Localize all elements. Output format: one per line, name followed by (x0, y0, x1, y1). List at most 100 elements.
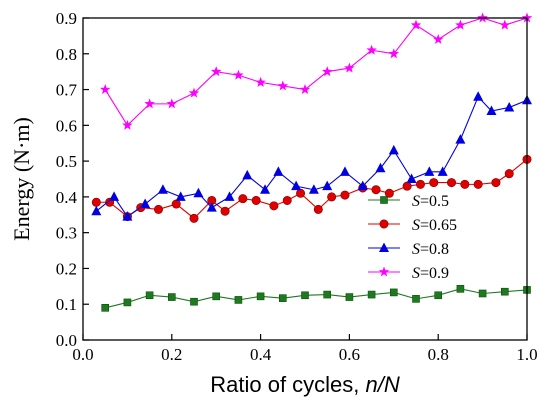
data-point (144, 98, 155, 109)
series-layer (91, 12, 533, 312)
data-point (371, 185, 381, 195)
x-tick-label: 0.2 (161, 345, 182, 364)
data-point (122, 211, 133, 221)
data-point (434, 291, 443, 300)
data-point (296, 188, 306, 198)
data-point (212, 292, 220, 301)
data-point (327, 192, 337, 202)
data-point (415, 179, 425, 189)
legend-label: S=0.8 (412, 241, 449, 258)
series-2 (91, 91, 532, 221)
data-point (340, 190, 350, 200)
data-point (140, 198, 151, 209)
data-point (123, 298, 132, 307)
data-point (224, 191, 235, 201)
data-point (366, 44, 377, 55)
data-point (175, 191, 186, 201)
data-point (478, 289, 487, 298)
data-point (168, 293, 176, 301)
data-point (206, 202, 217, 212)
data-point (277, 80, 289, 91)
data-point (99, 84, 111, 95)
x-axis-title: Ratio of cycles, n/N (210, 372, 400, 397)
data-point (101, 303, 109, 312)
legend-marker (379, 219, 389, 229)
data-point (456, 285, 465, 293)
y-tick-label: 0.0 (56, 331, 77, 350)
ticks-layer: 0.0 0.2 0.4 0.6 0.8 1.0 0.0 0.1 0.2 0.3 0.4 0.5 0.6 0… (56, 9, 538, 364)
data-point (384, 188, 394, 198)
data-point (255, 76, 266, 87)
data-point (322, 180, 333, 191)
data-point (210, 66, 222, 77)
data-point (455, 19, 466, 30)
data-point (171, 199, 181, 209)
data-point (188, 87, 200, 98)
data-point (402, 181, 412, 191)
data-point (344, 62, 355, 73)
data-point (491, 178, 501, 188)
data-point (313, 204, 323, 214)
data-point (145, 291, 154, 300)
legend-marker (379, 242, 389, 252)
legend-label: S=0.65 (412, 217, 457, 234)
data-point (260, 184, 271, 194)
data-point (321, 66, 333, 77)
data-point (504, 101, 515, 112)
data-point (499, 19, 511, 30)
data-point (367, 290, 376, 299)
data-point (291, 180, 302, 191)
legend-item: S=0.8 (368, 241, 449, 258)
y-tick-label: 0.8 (56, 45, 77, 64)
data-point (234, 296, 243, 304)
data-point (308, 184, 319, 194)
data-point (345, 293, 354, 301)
data-point (273, 166, 284, 176)
data-point (389, 288, 398, 297)
data-point (388, 144, 399, 155)
data-point (437, 166, 448, 176)
data-point (504, 169, 514, 179)
data-point (242, 169, 253, 180)
y-axis-title: Energy (N·m) (9, 117, 34, 241)
data-point (406, 173, 417, 183)
data-point (375, 162, 386, 173)
data-point (269, 201, 279, 211)
data-point (339, 166, 350, 176)
data-point (299, 84, 311, 95)
legend-item: S=0.65 (368, 217, 457, 234)
data-point (122, 119, 133, 130)
y-tick-label: 0.2 (56, 259, 77, 278)
series-3 (99, 12, 533, 130)
data-point (278, 294, 287, 302)
data-point (412, 295, 420, 303)
data-point (473, 179, 483, 189)
y-tick-label: 0.5 (56, 152, 77, 171)
data-point (233, 69, 244, 80)
x-tick-label: 0.4 (250, 345, 272, 364)
data-point (153, 204, 163, 214)
y-tick-label: 0.4 (56, 188, 78, 207)
y-tick-label: 0.3 (56, 224, 77, 243)
data-point (388, 48, 400, 59)
data-point (432, 33, 444, 44)
x-tick-label: 0.6 (339, 345, 360, 364)
data-point (424, 166, 435, 176)
y-tick-label: 0.1 (56, 295, 77, 314)
x-tick-label: 0.0 (72, 345, 93, 364)
data-point (357, 180, 368, 191)
series-0 (101, 285, 531, 312)
legend-item: S=0.5 (368, 193, 449, 210)
data-point (166, 98, 178, 109)
x-tick-label: 1.0 (516, 345, 537, 364)
data-point (157, 184, 168, 194)
legend-marker (380, 196, 388, 204)
data-point (323, 290, 332, 299)
data-point (455, 134, 466, 144)
legend-marker (378, 266, 390, 277)
data-point (410, 19, 422, 30)
data-point (282, 195, 292, 205)
data-point (486, 105, 497, 116)
data-point (301, 291, 309, 300)
